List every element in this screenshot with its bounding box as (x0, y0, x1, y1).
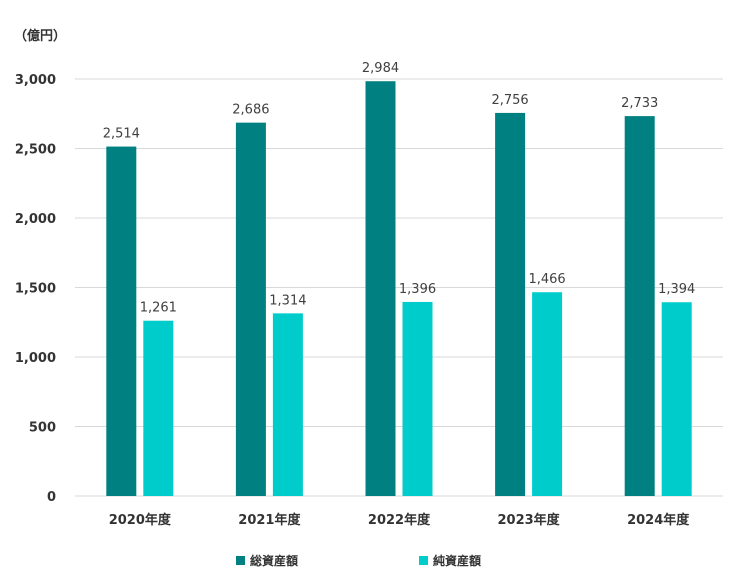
legend-label: 純資産額 (433, 553, 481, 568)
data-label: 1,466 (528, 272, 565, 287)
bar (661, 302, 692, 496)
x-tick-label: 2022年度 (368, 512, 431, 528)
data-label: 2,686 (232, 103, 269, 118)
bar (495, 112, 526, 496)
x-tick-label: 2020年度 (109, 512, 172, 528)
legend-swatch (236, 556, 245, 565)
bar (402, 301, 433, 496)
x-axis-ticks: 2020年度 2021年度 2022年度 2023年度 2024年度 (109, 512, 691, 528)
data-label: 1,396 (399, 282, 436, 297)
y-tick-label: 3,000 (15, 73, 56, 88)
data-label: 2,984 (362, 61, 399, 76)
bar (272, 313, 303, 496)
y-tick-label: 500 (29, 421, 56, 436)
data-label: 2,733 (621, 96, 658, 111)
legend-swatch (419, 556, 428, 565)
data-label: 1,261 (140, 301, 177, 316)
y-tick-label: 1,500 (15, 282, 56, 297)
bar (106, 146, 137, 496)
bar (532, 292, 563, 496)
bars (106, 81, 692, 497)
data-label: 2,514 (103, 127, 140, 142)
y-tick-label: 0 (47, 490, 56, 505)
data-label: 1,394 (658, 282, 695, 297)
legend-label: 総資産額 (250, 553, 298, 568)
data-label: 2,756 (491, 93, 528, 108)
y-tick-label: 1,000 (15, 351, 56, 366)
bar (143, 320, 174, 496)
y-tick-label: 2,000 (15, 212, 56, 227)
data-labels: 2,514 1,261 2,686 1,314 2,984 1,396 2,756 1,466… (103, 61, 696, 315)
unit-label: （億円） (14, 28, 66, 44)
x-tick-label: 2024年度 (627, 512, 690, 528)
data-label: 1,314 (269, 293, 306, 308)
y-tick-label: 2,500 (15, 143, 56, 158)
legend: 総資産額 純資産額 (236, 553, 481, 568)
bar (235, 122, 266, 497)
bar (624, 116, 655, 496)
bar (365, 81, 396, 496)
gridlines (75, 78, 723, 497)
y-axis-ticks: 0 500 1,000 1,500 2,000 2,500 3,000 (15, 73, 56, 505)
x-tick-label: 2021年度 (238, 512, 301, 528)
x-tick-label: 2023年度 (498, 512, 561, 528)
